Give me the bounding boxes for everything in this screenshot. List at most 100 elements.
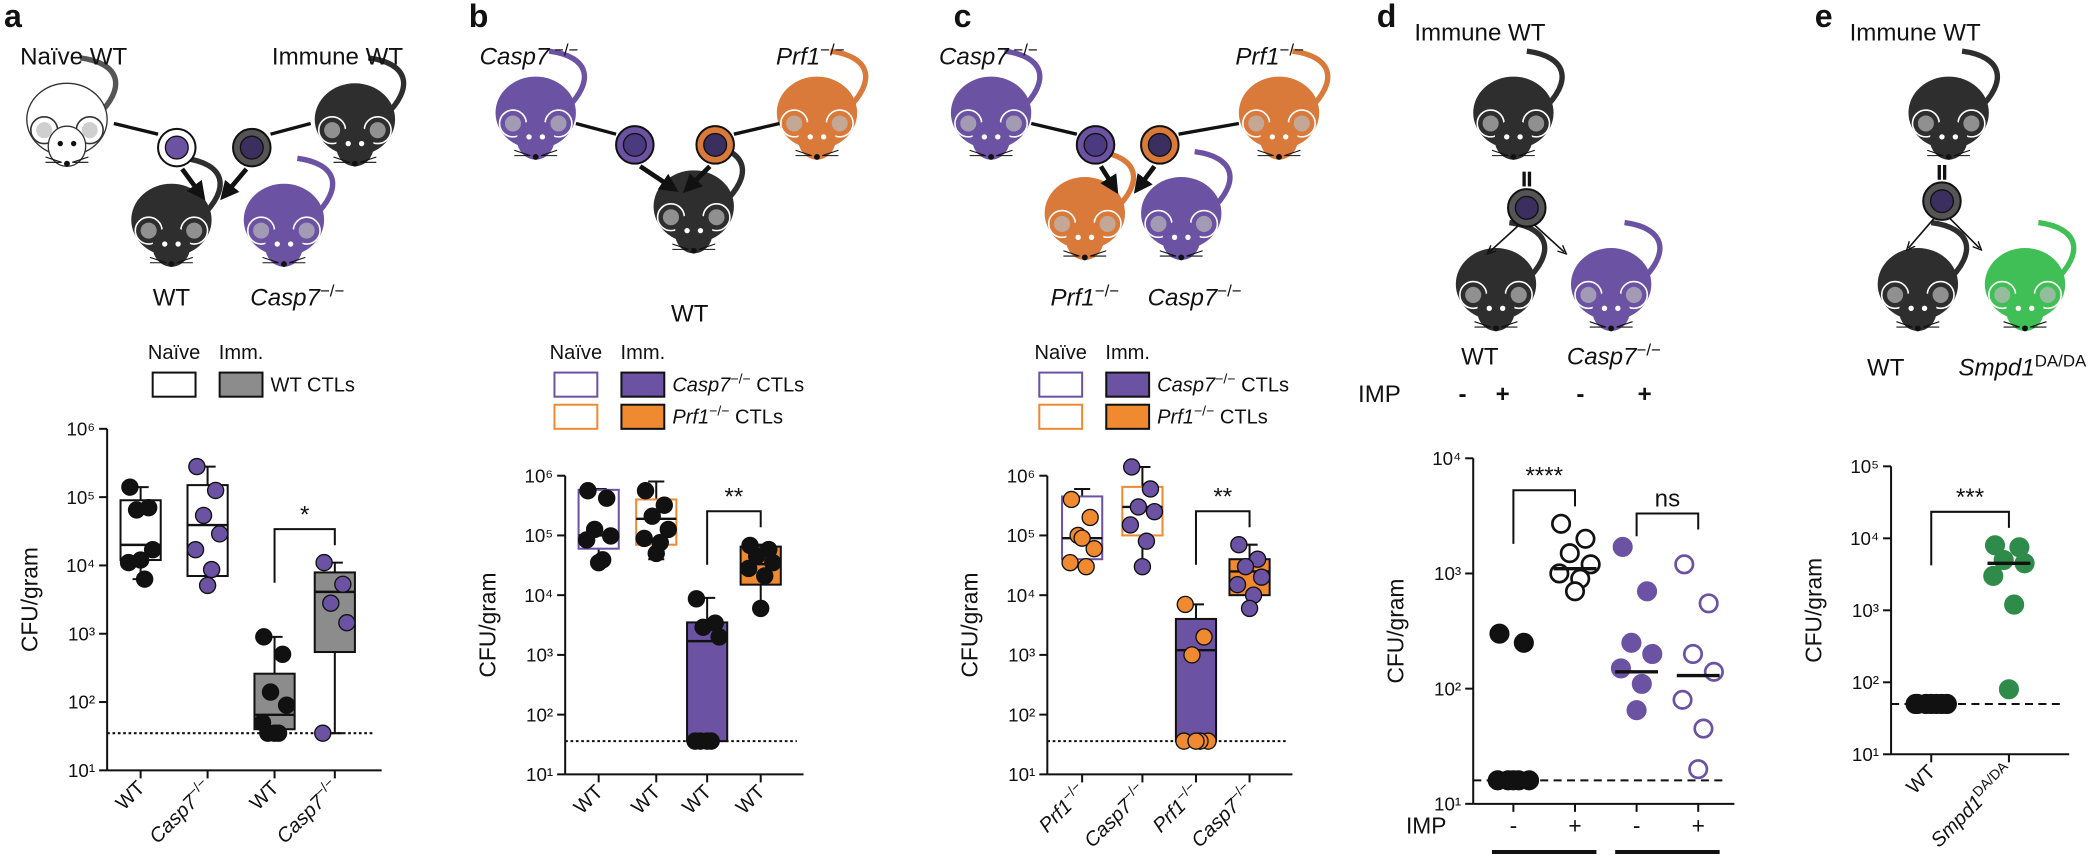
mouse-head bbox=[265, 226, 303, 267]
mouse-whisker bbox=[514, 149, 531, 157]
y-tick-label: 10⁵ bbox=[66, 487, 95, 508]
legend-swatch bbox=[1038, 371, 1084, 398]
mouse-ear-inner bbox=[369, 122, 386, 139]
data-point bbox=[1141, 480, 1160, 498]
data-point bbox=[1513, 632, 1534, 653]
legend-label: Casp7−/− CTLs bbox=[1157, 370, 1289, 396]
connector bbox=[1178, 121, 1240, 136]
data-point bbox=[206, 481, 225, 500]
legend-swatch bbox=[620, 371, 666, 398]
legend-swatch bbox=[151, 371, 197, 398]
mouse-ear-inner bbox=[1099, 215, 1116, 232]
mouse-eye bbox=[345, 140, 351, 147]
legend-swatch bbox=[1038, 403, 1084, 430]
data-point bbox=[334, 575, 352, 593]
diagram-label: Casp7 −/− bbox=[939, 40, 1038, 71]
mouse-eye bbox=[1171, 234, 1178, 240]
diagram-label: Prf1−/− bbox=[776, 40, 845, 71]
mouse-ear-inner bbox=[1150, 215, 1167, 232]
diagram-label: Immune WT bbox=[1414, 19, 1545, 46]
legend-swatch bbox=[218, 371, 264, 398]
mouse-nose bbox=[351, 160, 358, 167]
mouse-eye bbox=[175, 241, 181, 247]
mouse-head bbox=[336, 126, 374, 167]
x-tick-label: WT bbox=[246, 777, 284, 815]
mouse-eye bbox=[1283, 134, 1289, 140]
data-point bbox=[273, 645, 292, 664]
y-tick-label: 10² bbox=[1434, 678, 1461, 699]
x-tick-label: Casp7−/− bbox=[143, 774, 217, 848]
diagram-label: Prf1−/− bbox=[1235, 40, 1304, 71]
data-point bbox=[752, 599, 770, 618]
superscript: −/− bbox=[1095, 281, 1120, 300]
mouse-eye bbox=[820, 134, 827, 140]
mouse-icon bbox=[653, 142, 746, 254]
mouse-eye bbox=[1908, 305, 1914, 311]
mouse-nose bbox=[280, 261, 287, 268]
mouse-ear-inner bbox=[1248, 115, 1265, 132]
data-point bbox=[261, 683, 280, 701]
data-point bbox=[338, 614, 356, 632]
mouse-head bbox=[1066, 219, 1104, 261]
x-tick-label: WT bbox=[570, 781, 608, 819]
mouse-eye bbox=[1500, 305, 1506, 311]
mouse-whisker bbox=[1927, 149, 1944, 157]
mouse-eye bbox=[539, 134, 546, 140]
mouse-eye bbox=[70, 140, 77, 147]
y-axis-label: CFU/gram bbox=[1383, 579, 1409, 684]
x-tick-label: Prf1−/− bbox=[1032, 778, 1091, 837]
data-point bbox=[1145, 502, 1164, 521]
mouse-eye bbox=[1075, 234, 1081, 240]
diagram-label: WT bbox=[1461, 344, 1499, 371]
y-axis-label: CFU/gram bbox=[17, 547, 43, 652]
mouse-nose bbox=[1493, 325, 1499, 332]
mouse-head bbox=[152, 226, 191, 267]
diagram-label: Casp7−/− bbox=[1567, 340, 1661, 371]
data-point bbox=[1672, 689, 1693, 710]
diagram-label: Smpd1DA/DA bbox=[1958, 351, 2087, 382]
panel-letter: d bbox=[1377, 0, 1397, 34]
legend-header: Naïve bbox=[148, 342, 200, 364]
data-point bbox=[756, 567, 774, 585]
mouse-ear-inner bbox=[1465, 286, 1482, 303]
data-point bbox=[1081, 508, 1099, 527]
data-point bbox=[143, 540, 162, 559]
ctl-nucleus bbox=[164, 135, 189, 160]
mouse-whisker bbox=[1923, 321, 1940, 328]
y-tick-label: 10¹ bbox=[1008, 764, 1035, 785]
mouse-whisker bbox=[540, 149, 558, 157]
label-part: Casp7 bbox=[1567, 344, 1638, 371]
data-point bbox=[636, 482, 655, 500]
mouse-head bbox=[1899, 290, 1937, 332]
mouse-eye bbox=[807, 134, 813, 140]
mouse-nose bbox=[1914, 325, 1921, 332]
data-point bbox=[1575, 528, 1596, 549]
mouse-icon bbox=[1570, 219, 1663, 332]
panel-letter: a bbox=[4, 0, 23, 34]
mouse-icon bbox=[243, 155, 336, 268]
data-point bbox=[579, 482, 597, 500]
mouse-ear-inner bbox=[1005, 115, 1022, 132]
mouse-ear-inner bbox=[1293, 115, 1310, 132]
data-point bbox=[1129, 498, 1148, 516]
legend-swatch bbox=[1105, 371, 1151, 398]
data-point bbox=[1228, 575, 1247, 594]
group-label: Casp7−/− bbox=[1626, 857, 1710, 859]
mouse-icon bbox=[1044, 148, 1137, 261]
mouse-whisker bbox=[822, 149, 839, 157]
y-tick-label: 10⁴ bbox=[1432, 448, 1461, 469]
mouse-head bbox=[2006, 290, 2044, 332]
mouse-head bbox=[1494, 119, 1533, 160]
y-tick-label: 10³ bbox=[1434, 563, 1461, 584]
mouse-whisker bbox=[2003, 321, 2020, 328]
mouse-nose bbox=[1510, 154, 1517, 160]
mouse-eye bbox=[1952, 134, 1959, 140]
label-part: CTLs bbox=[1236, 374, 1290, 396]
mouse-ear-inner bbox=[1510, 286, 1527, 303]
data-point bbox=[1682, 643, 1704, 665]
mouse-ear-inner bbox=[1887, 286, 1904, 303]
mouse-icon bbox=[1984, 219, 2077, 332]
mouse-whisker bbox=[1090, 250, 1107, 257]
arrow bbox=[638, 164, 679, 192]
connector bbox=[270, 121, 312, 136]
